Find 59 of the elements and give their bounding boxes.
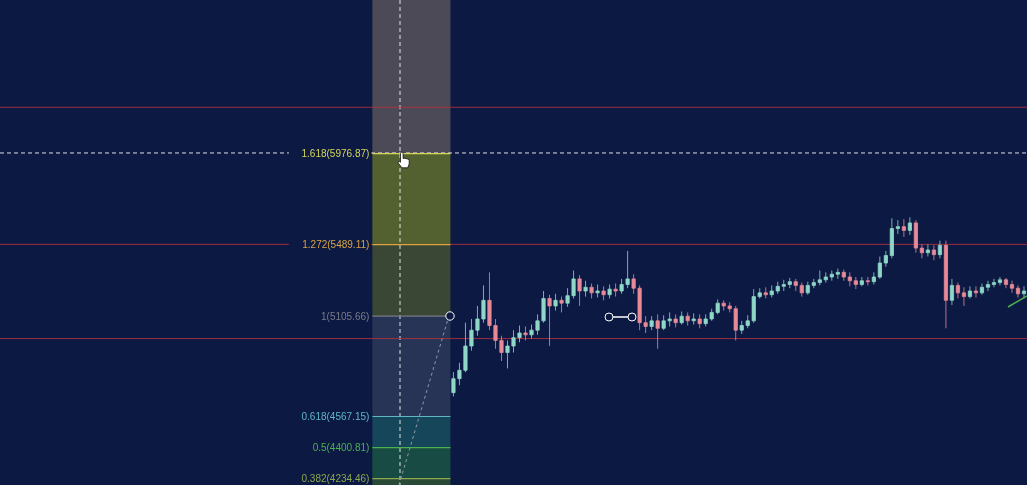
ref-line-label: 1(5105.66) (320, 310, 370, 322)
candlestick (997, 276, 1003, 286)
candlestick (979, 283, 985, 296)
ref-line-label: 0.618(4567.15) (301, 411, 370, 423)
candlestick (919, 243, 924, 259)
candlestick (607, 284, 612, 299)
candlestick (547, 294, 552, 347)
candlestick (889, 217, 894, 259)
candlestick (967, 285, 972, 299)
candlestick (559, 296, 564, 313)
candlestick (601, 285, 606, 301)
candlestick (949, 278, 954, 306)
candlestick (973, 285, 978, 298)
candlestick (835, 268, 840, 280)
candlestick (871, 271, 876, 285)
candlestick (577, 274, 582, 307)
candlestick (553, 293, 558, 311)
ref-line-label: 1.272(5489.11) (302, 239, 370, 251)
candlestick (697, 313, 702, 329)
candlestick (937, 240, 942, 259)
candlestick (673, 313, 678, 328)
candlestick (865, 276, 870, 286)
candlestick (943, 240, 948, 329)
candlestick (649, 315, 654, 331)
candlestick (913, 219, 918, 254)
candlestick (961, 286, 966, 307)
candlestick (847, 271, 852, 287)
candlestick (583, 280, 588, 297)
candlestick (955, 282, 960, 299)
candlestick (679, 311, 684, 325)
candlestick (685, 312, 690, 326)
candlestick (931, 244, 936, 261)
ref-line-label: 0.382(4234.46) (301, 473, 370, 485)
candlestick (823, 271, 828, 284)
candlestick (985, 280, 991, 292)
candlestick (901, 218, 906, 238)
candlestick (853, 276, 858, 290)
candlestick (841, 269, 846, 282)
candlestick (589, 283, 594, 299)
candlestick (991, 278, 997, 288)
candlestick (691, 312, 696, 325)
candlestick (877, 256, 882, 280)
candlestick (829, 270, 834, 282)
candlestick (523, 326, 528, 341)
candlestick (859, 276, 864, 287)
candlestick (883, 250, 888, 268)
ref-line-label: 1.618(5976.87) (301, 148, 370, 160)
ref-line-label: 0.5(4400.81) (312, 442, 370, 454)
candlestick (1015, 285, 1021, 298)
candlestick (925, 243, 930, 257)
candlestick (1009, 280, 1015, 294)
candlestick (763, 286, 768, 299)
candlestick (595, 284, 600, 298)
candlestick (613, 283, 618, 297)
candlestick (895, 219, 900, 235)
candlestick (907, 216, 912, 236)
candlestick (1003, 277, 1009, 289)
candlestick (1021, 285, 1027, 299)
candlestick (655, 313, 660, 350)
